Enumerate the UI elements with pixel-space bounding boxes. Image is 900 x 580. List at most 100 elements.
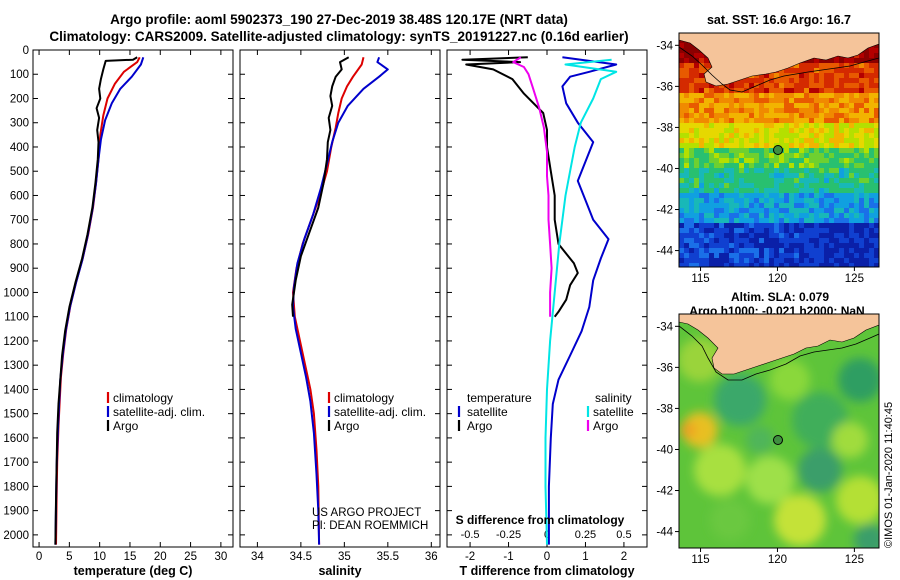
sst-cell (809, 88, 814, 93)
sst-cell (779, 128, 784, 133)
sst-cell (869, 168, 874, 173)
sst-cell (729, 108, 734, 113)
sst-cell (739, 153, 744, 158)
sst-cell (744, 238, 749, 243)
sst-cell (849, 258, 854, 263)
sst-cell (864, 228, 869, 233)
sst-cell (699, 248, 704, 253)
sst-cell (769, 233, 774, 238)
sst-cell (864, 93, 869, 98)
sst-cell (729, 98, 734, 103)
sst-cell (804, 168, 809, 173)
sst-cell (739, 223, 744, 228)
sst-cell (784, 263, 789, 267)
sst-cell (859, 133, 864, 138)
sst-cell (729, 103, 734, 108)
sst-cell (789, 88, 794, 93)
sst-cell (779, 248, 784, 253)
sst-cell (799, 213, 804, 218)
sst-cell (819, 218, 824, 223)
sst-cell (824, 168, 829, 173)
sst-cell (819, 173, 824, 178)
sst-cell (734, 263, 739, 267)
sst-cell (849, 183, 854, 188)
sst-cell (864, 238, 869, 243)
sst-cell (864, 158, 869, 163)
sst-cell (864, 178, 869, 183)
sst-cell (789, 98, 794, 103)
sst-cell (834, 203, 839, 208)
sst-cell (829, 78, 834, 83)
sst-cell (814, 253, 819, 258)
sst-cell (774, 83, 779, 88)
sst-cell (864, 188, 869, 193)
sst-cell (729, 183, 734, 188)
sst-cell (759, 118, 764, 123)
sst-cell (819, 183, 824, 188)
sst-cell (804, 128, 809, 133)
sst-cell (699, 153, 704, 158)
sst-cell (864, 148, 869, 153)
sst-cell (744, 83, 749, 88)
sst-cell (859, 173, 864, 178)
sst-cell (754, 258, 759, 263)
sst-map-title: sat. SST: 16.6 Argo: 16.7 (707, 13, 851, 27)
lat-tick-label: -44 (656, 246, 673, 258)
sst-cell (739, 83, 744, 88)
sst-cell (854, 63, 859, 68)
sst-cell (714, 243, 719, 248)
sst-cell (714, 183, 719, 188)
sst-cell (759, 88, 764, 93)
sst-cell (709, 203, 714, 208)
sst-cell (829, 213, 834, 218)
sst-cell (684, 208, 689, 213)
lat-tick-label: -34 (656, 321, 673, 333)
sst-cell (819, 253, 824, 258)
sst-cell (744, 253, 749, 258)
sst-cell (814, 193, 819, 198)
sst-cell (869, 193, 874, 198)
sst-cell (799, 203, 804, 208)
depth-tick-label: 1000 (3, 287, 29, 299)
sst-cell (714, 113, 719, 118)
sst-cell (779, 98, 784, 103)
lat-tick-label: -38 (656, 122, 673, 134)
sst-cell (804, 233, 809, 238)
sst-cell (739, 253, 744, 258)
sst-cell (814, 173, 819, 178)
sst-cell (734, 138, 739, 143)
sst-cell (689, 208, 694, 213)
sst-cell (739, 163, 744, 168)
sst-cell (749, 133, 754, 138)
sst-cell (834, 158, 839, 163)
sst-cell (834, 208, 839, 213)
sst-cell (719, 103, 724, 108)
sst-cell (804, 118, 809, 123)
sst-cell (824, 143, 829, 148)
sst-cell (814, 103, 819, 108)
sst-cell (764, 183, 769, 188)
sst-cell (844, 123, 849, 128)
sst-cell (809, 133, 814, 138)
sst-cell (869, 88, 874, 93)
sst-cell (704, 88, 709, 93)
series-line-argo (291, 56, 350, 317)
sst-cell (834, 113, 839, 118)
sst-cell (719, 238, 724, 243)
sst-cell (794, 203, 799, 208)
sst-cell (819, 153, 824, 158)
sst-cell (804, 73, 809, 78)
sst-cell (684, 118, 689, 123)
sst-cell (779, 243, 784, 248)
sst-cell (874, 118, 879, 123)
sst-cell (849, 158, 854, 163)
sst-cell (769, 118, 774, 123)
sst-cell (869, 103, 874, 108)
sst-cell (739, 198, 744, 203)
sst-cell (699, 188, 704, 193)
sst-cell (779, 218, 784, 223)
sst-cell (719, 118, 724, 123)
sst-cell (734, 193, 739, 198)
sst-cell (824, 133, 829, 138)
sst-cell (844, 218, 849, 223)
